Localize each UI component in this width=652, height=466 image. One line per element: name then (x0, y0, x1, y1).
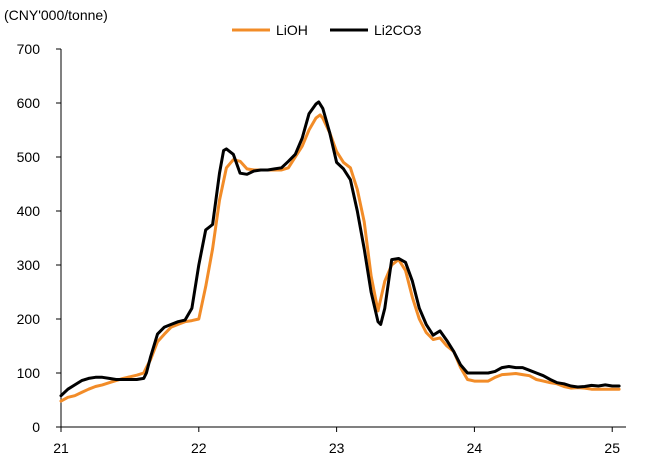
y-tick-label: 200 (17, 311, 41, 327)
x-tick-label: 25 (604, 440, 620, 456)
y-tick-label: 300 (17, 257, 41, 273)
y-axis-unit-label: (CNY'000/tonne) (4, 7, 108, 23)
y-tick-label: 700 (17, 41, 41, 57)
x-tick-label: 21 (53, 440, 69, 456)
legend: LiOH Li2CO3 (232, 22, 422, 38)
x-tick-label: 22 (191, 440, 207, 456)
tick-labels: 0 100 200 300 400 500 600 700 21 22 23 24 25 (17, 41, 621, 456)
axes (56, 48, 626, 432)
y-tick-label: 600 (17, 95, 41, 111)
y-tick-label: 500 (17, 149, 41, 165)
series-line-lioh (59, 113, 621, 403)
y-tick-label: 400 (17, 203, 41, 219)
y-tick-label: 100 (17, 365, 41, 381)
x-tick-label: 23 (329, 440, 345, 456)
x-tick-label: 24 (467, 440, 483, 456)
series-line-li2co3 (59, 100, 621, 398)
y-tick-label: 0 (32, 419, 40, 435)
legend-label-li2co3: Li2CO3 (374, 22, 422, 38)
series-lines (59, 100, 621, 403)
legend-label-lioh: LiOH (276, 22, 308, 38)
